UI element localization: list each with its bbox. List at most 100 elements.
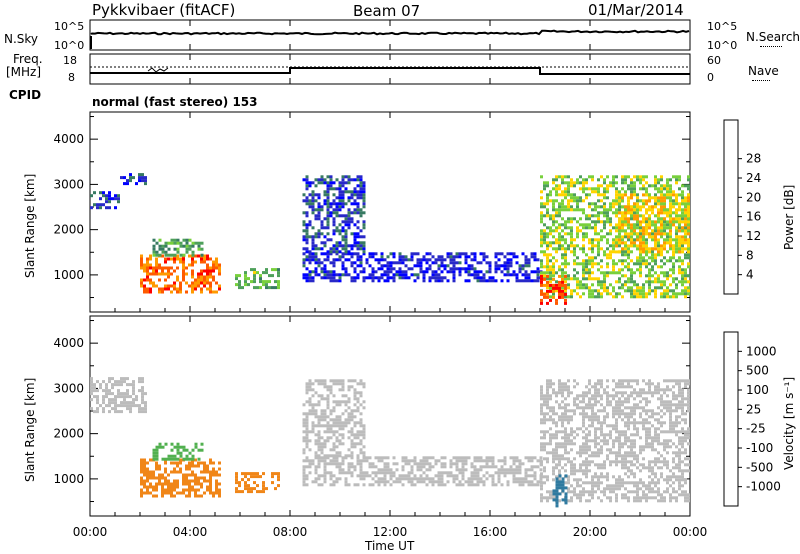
- heatmap-cell: [152, 238, 156, 242]
- heatmap-cell: [323, 244, 327, 248]
- heatmap-cell: [308, 261, 312, 265]
- heatmap-cell: [332, 406, 336, 410]
- heatmap-cell: [669, 430, 672, 434]
- heatmap-cell: [329, 184, 333, 188]
- heatmap-cell: [621, 217, 624, 221]
- heatmap-cell: [126, 389, 129, 393]
- heatmap-cell: [636, 466, 639, 470]
- heatmap-cell: [672, 223, 675, 227]
- heatmap-cell: [648, 427, 651, 431]
- heatmap-cell: [392, 252, 396, 256]
- heatmap-cell: [398, 480, 402, 484]
- heatmap-cell: [564, 292, 567, 296]
- heatmap-cell: [618, 460, 621, 464]
- heatmap-cell: [549, 451, 552, 455]
- heatmap-cell: [648, 208, 651, 212]
- heatmap-cell: [176, 275, 179, 279]
- heatmap-cell: [329, 448, 333, 452]
- heatmap-cell: [582, 493, 585, 497]
- heatmap-cell: [392, 273, 396, 277]
- heatmap-cell: [437, 459, 441, 463]
- heatmap-cell: [624, 439, 627, 443]
- heatmap-cell: [603, 475, 606, 479]
- heatmap-cell: [666, 274, 669, 278]
- heatmap-cell: [521, 483, 525, 487]
- heatmap-cell: [684, 382, 687, 386]
- heatmap-cell: [344, 223, 348, 227]
- heatmap-cell: [277, 280, 280, 284]
- heatmap-cell: [305, 175, 309, 179]
- heatmap-cell: [639, 412, 642, 416]
- heatmap-cell: [533, 456, 537, 460]
- heatmap-cell: [687, 463, 690, 467]
- heatmap-cell: [335, 465, 339, 469]
- heatmap-cell: [594, 472, 597, 476]
- heatmap-cell: [350, 264, 354, 268]
- heatmap-cell: [422, 270, 426, 274]
- heatmap-cell: [564, 250, 567, 254]
- heatmap-cell: [660, 403, 663, 407]
- heatmap-cell: [356, 454, 360, 458]
- heatmap-cell: [627, 466, 630, 470]
- heatmap-cell: [567, 277, 570, 281]
- heatmap-cell: [570, 463, 573, 467]
- heatmap-cell: [684, 241, 687, 245]
- heatmap-cell: [585, 262, 588, 266]
- heatmap-cell: [308, 184, 312, 188]
- heatmap-cell: [194, 494, 197, 498]
- heatmap-cell: [305, 226, 309, 230]
- heatmap-cell: [335, 424, 339, 428]
- heatmap-cell: [597, 187, 600, 191]
- heatmap-cell: [549, 265, 552, 269]
- heatmap-cell: [314, 433, 318, 437]
- heatmap-cell: [152, 451, 156, 455]
- heatmap-cell: [431, 465, 435, 469]
- heatmap-cell: [678, 454, 681, 458]
- heatmap-cell: [570, 217, 573, 221]
- heatmap-cell: [561, 223, 564, 227]
- heatmap-cell: [359, 433, 363, 437]
- heatmap-cell: [380, 252, 384, 256]
- heatmap-cell: [188, 479, 191, 483]
- heatmap-cell: [576, 178, 579, 182]
- heatmap-cell: [338, 273, 342, 277]
- heatmap-cell: [543, 214, 546, 218]
- heatmap-cell: [332, 454, 336, 458]
- heatmap-cell: [377, 456, 381, 460]
- heatmap-cell: [371, 462, 375, 466]
- heatmap-cell: [543, 415, 546, 419]
- heatmap-cell: [600, 451, 603, 455]
- heatmap-cell: [678, 481, 681, 485]
- heatmap-cell: [612, 424, 615, 428]
- heatmap-cell: [533, 471, 537, 475]
- heatmap-cell: [362, 244, 366, 248]
- heatmap-cell: [687, 196, 690, 200]
- heatmap-cell: [302, 483, 306, 487]
- heatmap-cell: [356, 258, 360, 262]
- heatmap-cell: [663, 439, 666, 443]
- heatmap-cell: [362, 427, 366, 431]
- heatmap-cell: [362, 181, 366, 185]
- heatmap-cell: [314, 415, 318, 419]
- heatmap-cell: [543, 241, 546, 245]
- heatmap-cell: [380, 264, 384, 268]
- heatmap-cell: [362, 279, 366, 283]
- heatmap-cell: [687, 247, 690, 251]
- heatmap-cell: [311, 226, 315, 230]
- heatmap-cell: [329, 424, 333, 428]
- heatmap-cell: [476, 270, 480, 274]
- heatmap-cell: [591, 490, 594, 494]
- heatmap-cell: [570, 391, 573, 395]
- heatmap-cell: [259, 286, 262, 290]
- heatmap-cell: [591, 214, 594, 218]
- heatmap-cell: [636, 379, 639, 383]
- heatmap-cell: [212, 467, 215, 471]
- heatmap-cell: [341, 468, 345, 472]
- heatmap-cell: [651, 448, 654, 452]
- heatmap-cell: [332, 244, 336, 248]
- heatmap-cell: [129, 383, 132, 387]
- heatmap-cell: [446, 480, 450, 484]
- heatmap-cell: [359, 471, 363, 475]
- heatmap-cell: [308, 388, 312, 392]
- heatmap-cell: [197, 281, 200, 285]
